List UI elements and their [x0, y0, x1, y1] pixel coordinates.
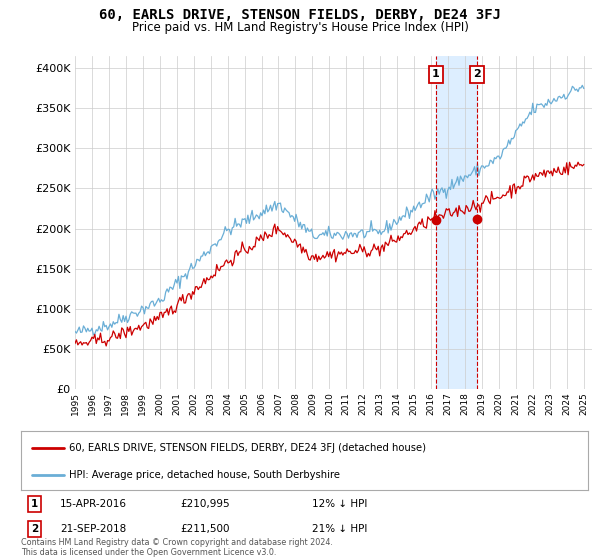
Text: HPI: Average price, detached house, South Derbyshire: HPI: Average price, detached house, Sout…	[69, 470, 340, 480]
Text: 21% ↓ HPI: 21% ↓ HPI	[312, 524, 367, 534]
Text: £211,500: £211,500	[180, 524, 229, 534]
Text: 12% ↓ HPI: 12% ↓ HPI	[312, 499, 367, 509]
Text: 21-SEP-2018: 21-SEP-2018	[60, 524, 126, 534]
Text: 15-APR-2016: 15-APR-2016	[60, 499, 127, 509]
Bar	[436, 56, 477, 389]
Text: 1: 1	[31, 499, 38, 509]
Text: 60, EARLS DRIVE, STENSON FIELDS, DERBY, DE24 3FJ: 60, EARLS DRIVE, STENSON FIELDS, DERBY, …	[99, 8, 501, 22]
Text: 60, EARLS DRIVE, STENSON FIELDS, DERBY, DE24 3FJ (detached house): 60, EARLS DRIVE, STENSON FIELDS, DERBY, …	[69, 442, 426, 452]
Text: 2: 2	[31, 524, 38, 534]
Text: Price paid vs. HM Land Registry's House Price Index (HPI): Price paid vs. HM Land Registry's House …	[131, 21, 469, 34]
Text: £210,995: £210,995	[180, 499, 230, 509]
Text: Contains HM Land Registry data © Crown copyright and database right 2024.
This d: Contains HM Land Registry data © Crown c…	[21, 538, 333, 557]
Text: 1: 1	[432, 69, 440, 80]
Text: 2: 2	[473, 69, 481, 80]
